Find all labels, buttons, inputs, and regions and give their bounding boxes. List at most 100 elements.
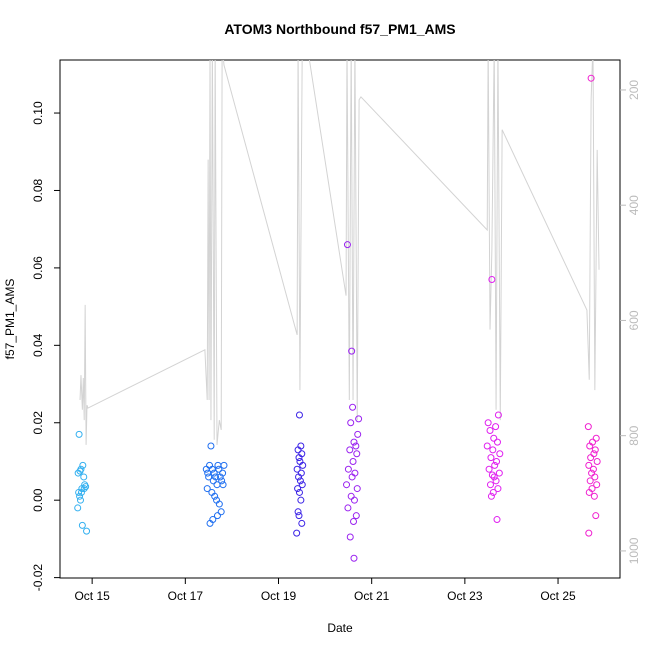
data-point [348,347,356,355]
data-point [295,411,303,419]
data-point [496,450,504,458]
data-point [590,492,598,500]
data-point [349,457,357,465]
data-point [295,512,303,520]
y-tick-label: 0.10 [31,101,45,125]
data-point [494,485,502,493]
data-point [586,477,594,485]
data-point [294,508,302,516]
data-point [492,477,500,485]
data-point [293,465,301,473]
data-point [344,504,352,512]
data-point [212,473,220,481]
data-point [348,473,356,481]
data-point [80,485,88,493]
data-point [295,454,303,462]
data-point [353,450,361,458]
y2-tick-label: 1000 [627,537,641,564]
data-point [209,477,217,485]
data-point [489,446,497,454]
data-point [585,461,593,469]
data-point [82,483,90,491]
data-point [484,419,492,427]
plot-frame [59,59,621,579]
data-point [83,527,91,535]
data-point [591,473,599,481]
data-point [296,477,304,485]
data-point [492,423,500,431]
data-point [592,512,600,520]
data-point [209,516,217,524]
data-point [487,454,495,462]
data-point [483,442,491,450]
data-point [78,521,86,529]
pressure-line [79,60,600,445]
data-point [587,454,595,462]
data-point [297,496,305,504]
data-point [585,488,593,496]
y-tick-label: 0.06 [31,256,45,280]
data-point [352,442,360,450]
y-tick-label: 0.08 [31,178,45,202]
data-point [346,533,354,541]
x-tick-label: Oct 21 [354,589,390,603]
data-point [586,442,594,450]
data-point [75,430,83,438]
y-tick-label: 0.02 [31,411,45,435]
data-point [298,481,306,489]
data-point [343,481,351,489]
data-point [352,512,360,520]
y-axis-label: f57_PM1_AMS [3,279,17,360]
data-point [343,241,351,249]
data-point [76,492,84,500]
data-point [493,516,501,524]
data-point [584,423,592,431]
y2-tick-label: 400 [627,195,641,215]
x-axis-label: Date [327,621,353,635]
data-point [215,465,223,473]
data-point [489,488,497,496]
data-point [298,519,306,527]
data-point [495,469,503,477]
data-point [486,481,494,489]
data-point [208,465,216,473]
x-tick-label: Oct 23 [447,589,483,603]
data-point [344,465,352,473]
data-point [585,529,593,537]
data-point [350,517,358,525]
data-point [490,434,498,442]
data-point [211,492,219,500]
x-tick-label: Oct 17 [168,589,204,603]
data-point [593,481,601,489]
data-point [350,496,358,504]
y-tick-label: 0.04 [31,333,45,357]
data-point [294,446,302,454]
y-tick-label: -0.02 [31,564,45,592]
data-point [207,442,215,450]
data-point [349,403,357,411]
data-point [587,74,595,82]
data-point [205,473,213,481]
y-tick-label: 0.00 [31,488,45,512]
data-point [486,426,494,434]
x-tick-label: Oct 25 [540,589,576,603]
data-point [350,438,358,446]
data-point [75,488,83,496]
data-point [346,446,354,454]
data-point [353,485,361,493]
data-point [493,457,501,465]
data-point [491,461,499,469]
chart-title: ATOM3 Northbound f57_PM1_AMS [224,21,455,37]
data-point [589,465,597,473]
data-point [350,554,358,562]
data-point [204,469,212,477]
data-point [220,461,228,469]
data-point [215,500,223,508]
data-point [593,457,601,465]
data-point [79,461,87,469]
data-point [355,415,363,423]
data-point [494,411,502,419]
data-point [354,430,362,438]
